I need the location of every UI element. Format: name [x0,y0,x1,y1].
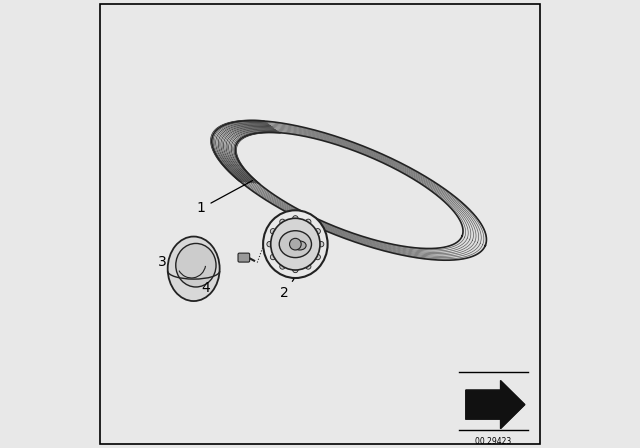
Ellipse shape [294,241,306,250]
Circle shape [280,264,285,269]
Circle shape [315,254,321,260]
Ellipse shape [263,210,328,278]
Circle shape [305,264,311,269]
Text: 2: 2 [280,279,294,301]
Text: 00 29423: 00 29423 [476,437,512,446]
Circle shape [305,219,311,224]
Ellipse shape [168,237,220,301]
Ellipse shape [279,231,312,258]
Ellipse shape [271,218,320,270]
Text: 3: 3 [158,255,166,269]
Text: 4: 4 [202,280,210,295]
Circle shape [292,267,298,273]
Circle shape [270,228,276,234]
Text: 1: 1 [197,181,253,215]
Circle shape [280,219,285,224]
Circle shape [319,241,324,247]
FancyBboxPatch shape [238,253,250,262]
Circle shape [270,254,276,260]
Polygon shape [212,121,486,260]
Circle shape [289,238,301,250]
Ellipse shape [176,243,216,287]
Circle shape [267,241,272,247]
Circle shape [292,215,298,221]
Circle shape [315,228,321,234]
